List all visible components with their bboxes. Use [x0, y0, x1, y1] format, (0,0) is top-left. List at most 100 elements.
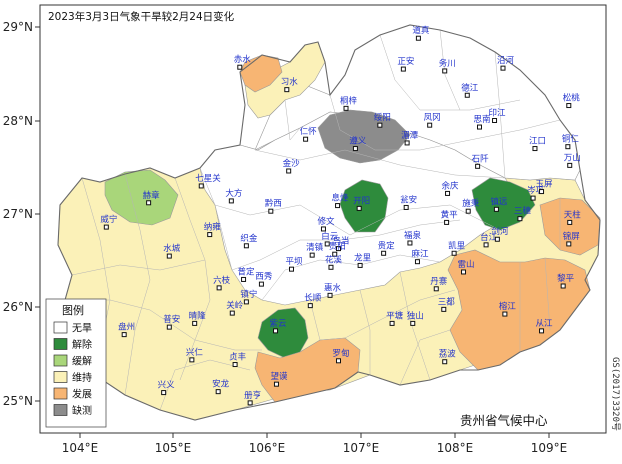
city-label: 兴义 — [158, 381, 176, 391]
city-label: 花溪 — [325, 254, 343, 265]
city-marker — [451, 250, 457, 256]
x-axis-labels: 104°E 105°E 106°E 107°E 108°E 109°E — [62, 441, 568, 455]
city-label: 务川 — [439, 58, 456, 69]
city-marker — [483, 242, 489, 248]
city-marker — [103, 224, 109, 230]
city-label: 凤冈 — [424, 113, 441, 123]
city-marker — [441, 306, 447, 312]
city-label: 关岭 — [226, 300, 244, 311]
city-marker — [477, 124, 482, 130]
city-label: 望谟 — [270, 371, 288, 382]
city-label: 玉屏 — [536, 180, 554, 190]
city-marker — [286, 168, 292, 174]
city-label: 遵义 — [349, 136, 367, 147]
city-label: 白云 — [321, 231, 339, 242]
city-label: 长顺 — [304, 293, 322, 304]
city-marker — [532, 146, 538, 152]
city-label: 贵定 — [378, 240, 396, 251]
city-marker — [303, 136, 309, 142]
city-marker — [381, 250, 387, 256]
city-marker — [444, 219, 450, 225]
y-axis-labels: 29°N 28°N 27°N 26°N 25°N — [3, 20, 33, 408]
city-marker — [442, 68, 448, 74]
city-marker — [273, 328, 279, 334]
legend-label: 缓解 — [72, 355, 92, 368]
y-tick-label: 26°N — [3, 300, 33, 314]
city-marker — [215, 389, 221, 395]
city-marker — [228, 198, 234, 204]
city-marker — [356, 205, 362, 211]
x-tick-label: 107°E — [343, 441, 380, 455]
city-label: 雷山 — [458, 259, 475, 270]
city-label: 盘州 — [118, 322, 135, 333]
city-marker — [414, 259, 420, 265]
legend-label: 缺测 — [72, 404, 92, 417]
city-marker — [243, 243, 249, 249]
city-marker — [243, 299, 249, 305]
city-marker — [517, 216, 523, 222]
city-marker — [567, 219, 573, 225]
city-marker — [207, 232, 213, 238]
city-label: 黄平 — [441, 209, 459, 220]
legend-label: 无旱 — [72, 323, 92, 335]
legend-swatch — [53, 387, 68, 400]
city-marker — [400, 66, 406, 72]
axis-ticks — [35, 26, 550, 438]
city-marker — [389, 320, 395, 326]
legend-label: 维持 — [72, 371, 92, 384]
city-label: 黎平 — [557, 273, 575, 284]
city-marker — [284, 87, 290, 93]
city-label: 江口 — [529, 137, 546, 147]
city-label: 德江 — [461, 82, 479, 93]
city-marker — [192, 320, 198, 326]
city-label: 威宁 — [100, 214, 117, 225]
city-marker — [189, 357, 195, 363]
city-marker — [427, 122, 433, 128]
city-marker — [320, 226, 326, 232]
y-tick-label: 28°N — [3, 114, 33, 128]
city-label: 赤水 — [234, 54, 252, 65]
city-label: 福泉 — [404, 230, 422, 241]
city-label: 普安 — [163, 314, 180, 325]
city-label: 惠水 — [324, 282, 342, 293]
city-marker — [327, 292, 333, 298]
city-marker — [492, 118, 498, 123]
city-marker — [539, 189, 545, 195]
city-marker — [377, 122, 383, 128]
city-label: 思南 — [474, 114, 491, 125]
city-marker — [324, 241, 330, 247]
city-marker — [565, 144, 571, 150]
city-marker — [475, 163, 481, 169]
y-tick-label: 25°N — [3, 394, 33, 408]
legend-swatch — [53, 404, 68, 416]
city-marker — [289, 266, 294, 272]
city-marker — [352, 146, 358, 152]
map-approval-number: GS(2017)3320号 — [610, 357, 621, 431]
province-outline — [57, 24, 601, 421]
city-marker — [493, 206, 499, 212]
city-marker — [464, 92, 470, 98]
city-marker — [404, 140, 410, 146]
city-marker — [343, 105, 349, 111]
city-label: 乌当 — [333, 236, 350, 247]
y-tick-label: 27°N — [3, 207, 33, 221]
city-label: 台江 — [480, 232, 498, 243]
city-marker — [161, 390, 167, 396]
city-marker — [461, 269, 467, 275]
city-label: 凯里 — [448, 240, 466, 251]
x-tick-label: 106°E — [249, 441, 286, 455]
x-tick-label: 108°E — [437, 441, 474, 455]
city-label: 绥阳 — [374, 112, 391, 123]
legend-swatch — [53, 371, 68, 383]
city-label: 麻江 — [411, 249, 429, 260]
city-label: 六枝 — [213, 275, 231, 286]
city-marker — [442, 359, 448, 365]
city-marker — [307, 303, 313, 309]
city-label: 铜仁 — [562, 134, 580, 145]
city-marker — [539, 328, 545, 334]
city-marker — [560, 283, 566, 289]
city-marker — [335, 203, 341, 209]
city-label: 安龙 — [212, 379, 230, 390]
